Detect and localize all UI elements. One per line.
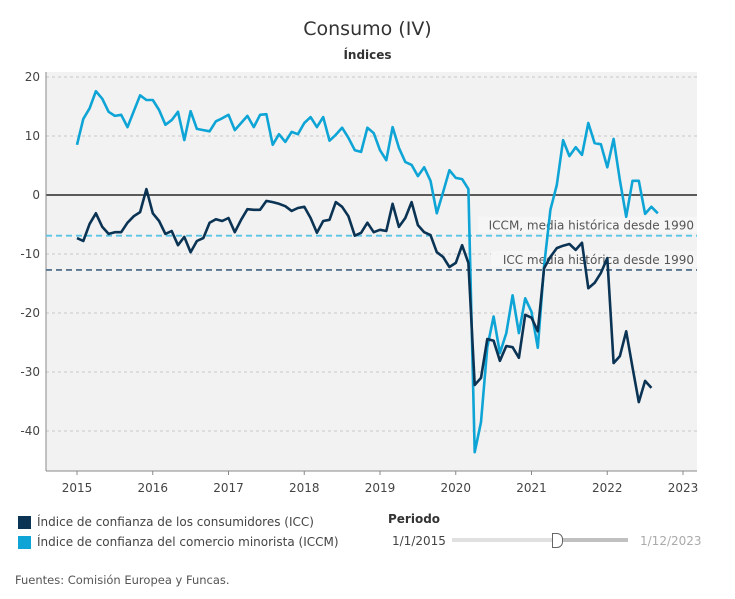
period-filter: Periodo 1/1/2015 1/12/2023	[388, 512, 702, 548]
series-line-iccm	[75, 89, 659, 454]
y-tick-label: -20	[20, 306, 40, 320]
x-tick-label: 2017	[213, 481, 244, 495]
period-filter-label: Periodo	[388, 512, 441, 526]
y-tick-label: -30	[20, 365, 40, 379]
legend-label-icc: Índice de confianza de los consumidores …	[37, 515, 314, 529]
legend-item-iccm[interactable]: Índice de confianza del comercio minoris…	[18, 532, 339, 552]
reference-label: ICC media histórica desde 1990	[503, 253, 694, 267]
x-tick-label: 2016	[137, 481, 168, 495]
x-tick-label: 2020	[440, 481, 471, 495]
y-tick-label: -40	[20, 424, 40, 438]
plot-area	[46, 72, 697, 471]
y-tick-label: 10	[25, 129, 40, 143]
series-line-icc	[76, 187, 653, 404]
legend-swatch-iccm	[18, 535, 31, 549]
reference-label-bg	[477, 216, 697, 233]
x-tick-label: 2018	[289, 481, 320, 495]
chart-title: Consumo (IV)	[303, 18, 432, 40]
legend-label-iccm: Índice de confianza del comercio minoris…	[37, 535, 339, 549]
x-tick-label: 2023	[668, 481, 699, 495]
y-tick-label: 0	[32, 188, 40, 202]
legend-item-icc[interactable]: Índice de confianza de los consumidores …	[18, 512, 339, 532]
chart-subtitle: Índices	[343, 48, 392, 62]
y-tick-label: -10	[20, 247, 40, 261]
period-slider-selected	[556, 538, 628, 542]
x-tick-label: 2022	[592, 481, 623, 495]
period-slider-handle[interactable]	[552, 533, 563, 548]
line-chart: 20 10 0 -10 -20 -30 -40 2015 2016 2017 2018 2019 202…	[20, 70, 699, 495]
source-note: Fuentes: Comisión Europea y Funcas.	[15, 573, 230, 587]
x-tick-label: 2021	[516, 481, 547, 495]
legend-swatch-icc	[18, 515, 31, 529]
y-tick-label: 20	[25, 70, 40, 84]
period-to: 1/12/2023	[640, 534, 702, 548]
legend: Índice de confianza de los consumidores …	[18, 512, 339, 552]
reference-label-bg	[491, 250, 697, 267]
reference-label: ICCM, media histórica desde 1990	[489, 219, 694, 233]
period-slider[interactable]	[452, 533, 628, 548]
x-tick-label: 2019	[365, 481, 396, 495]
period-from: 1/1/2015	[392, 534, 446, 548]
x-tick-label: 2015	[62, 481, 93, 495]
